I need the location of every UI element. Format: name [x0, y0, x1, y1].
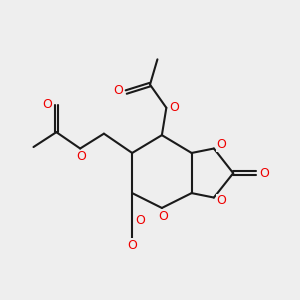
Text: O: O — [169, 101, 179, 114]
Text: O: O — [127, 238, 137, 252]
Text: O: O — [43, 98, 52, 111]
Text: O: O — [136, 214, 146, 226]
Text: O: O — [259, 167, 269, 180]
Text: O: O — [216, 138, 226, 152]
Text: O: O — [77, 150, 87, 163]
Text: O: O — [158, 210, 168, 223]
Text: O: O — [113, 84, 123, 97]
Text: O: O — [216, 194, 226, 207]
